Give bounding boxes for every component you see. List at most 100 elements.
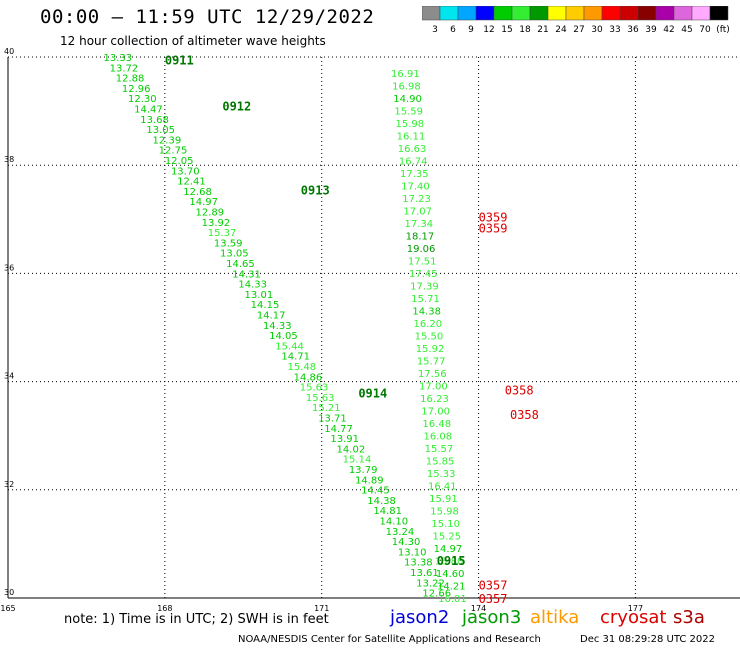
wave-height-value: 13.79 [349, 465, 378, 476]
color-scale-label: 18 [519, 25, 531, 35]
color-scale-label: 24 [555, 25, 567, 35]
wave-height-value: 15.44 [275, 341, 304, 352]
wave-height-value: 13.33 [103, 53, 132, 64]
y-tick-label: 30 [4, 588, 14, 597]
wave-height-value: 13.05 [146, 125, 175, 136]
wave-height-value: 16.01 [438, 594, 467, 605]
y-tick-label: 32 [4, 480, 14, 489]
wave-height-value: 17.51 [408, 257, 437, 268]
wave-height-value: 14.97 [189, 197, 218, 208]
wave-height-value: 15.59 [394, 107, 423, 118]
wave-height-value: 12.75 [159, 146, 188, 157]
color-scale-label: 12 [483, 25, 494, 35]
color-scale-label: 33 [609, 25, 620, 35]
satellite-jason2-label: jason2 [390, 607, 450, 628]
wave-height-value: 12.88 [116, 74, 145, 85]
wave-height-value: 15.14 [343, 455, 372, 466]
satellite-cryosat-label: cryosat [600, 607, 667, 628]
wave-height-value: 18.17 [406, 232, 435, 243]
wave-height-value: 16.41 [428, 482, 457, 493]
wave-height-value: 15.85 [426, 457, 455, 468]
wave-height-value: 13.10 [398, 547, 427, 558]
wave-height-value: 15.57 [425, 444, 454, 455]
x-tick-label: 177 [628, 604, 643, 612]
wave-height-value: 14.71 [281, 352, 310, 363]
wave-height-value: 15.77 [417, 357, 446, 368]
wave-height-value: 15.71 [411, 294, 440, 305]
wave-height-value: 17.00 [419, 382, 448, 393]
wave-height-value: 12.68 [183, 187, 212, 198]
wave-height-value: 14.90 [393, 94, 422, 105]
wave-height-value: 12.05 [165, 156, 194, 167]
wave-height-value: 17.35 [400, 169, 429, 180]
wave-height-value: 13.38 [404, 558, 433, 569]
wave-height-map: 165 168 171 174 17730323436384013.3313.7212.… [0, 47, 740, 612]
page-title: 00:00 – 11:59 UTC 12/29/2022 [40, 6, 375, 28]
wave-height-value: 15.63 [306, 393, 335, 404]
wave-height-value: 12.89 [195, 207, 224, 218]
color-scale-legend: 3 6 9 12 15 18 21 24 27 30 33 36 39 42 45 70 (ft) [422, 6, 730, 35]
wave-height-value: 15.80 [435, 557, 464, 568]
wave-height-value: 13.05 [220, 249, 249, 260]
wave-height-value: 13.01 [245, 290, 274, 301]
wave-height-value: 15.33 [427, 469, 456, 480]
x-tick-label: 171 [314, 604, 329, 612]
footer-credit: NOAA/NESDIS Center for Satellite Applica… [238, 634, 541, 645]
chart-subtitle: 12 hour collection of altimeter wave hei… [60, 34, 326, 48]
wave-height-value: 12.66 [422, 589, 451, 600]
wave-height-value: 16.23 [420, 394, 449, 405]
wave-height-value: 14.97 [434, 544, 463, 555]
wave-height-value: 14.30 [392, 537, 421, 548]
wave-height-value: 14.38 [412, 307, 441, 318]
footer-timestamp: Dec 31 08:29:28 UTC 2022 [580, 634, 715, 645]
wave-height-value: 14.45 [361, 486, 390, 497]
wave-height-value: 15.91 [429, 494, 458, 505]
wave-height-value: 15.25 [433, 532, 462, 543]
color-scale-label: 70 [699, 25, 711, 35]
satellite-altika-label: altika [530, 607, 580, 628]
satellite-jason3-label: jason3 [462, 607, 522, 628]
wave-height-value: 14.60 [436, 569, 465, 580]
wave-height-value: 15.37 [208, 228, 237, 239]
wave-height-value: 13.24 [386, 527, 415, 538]
wave-height-value: 15.21 [312, 403, 341, 414]
wave-height-value: 14.89 [355, 475, 384, 486]
y-tick-label: 36 [4, 263, 14, 272]
cryosat-time-label: 0358 [510, 408, 539, 422]
wave-height-value: 13.92 [202, 218, 231, 229]
cryosat-time-label: 0357 [479, 592, 508, 606]
wave-height-value: 13.61 [410, 568, 439, 579]
wave-height-value: 17.34 [404, 219, 433, 230]
wave-height-value: 14.77 [324, 424, 353, 435]
color-scale-label: 9 [468, 25, 474, 35]
wave-height-value: 17.00 [421, 407, 450, 418]
wave-height-value: 19.06 [407, 244, 436, 255]
wave-height-value: 14.33 [263, 321, 292, 332]
wave-height-value: 13.70 [171, 166, 200, 177]
wave-height-value: 16.63 [398, 144, 427, 155]
wave-height-value: 15.10 [431, 519, 460, 530]
x-tick-label: 174 [471, 604, 486, 612]
color-scale-label: 6 [450, 25, 456, 35]
satellite-s3a-label: s3a [673, 607, 705, 628]
color-scale-label: 30 [591, 25, 603, 35]
wave-height-value: 16.98 [392, 82, 421, 93]
wave-height-value: 14.17 [257, 310, 286, 321]
wave-height-value: 15.63 [300, 383, 329, 394]
color-scale-label: 39 [645, 25, 657, 35]
wave-height-value: 16.48 [422, 419, 451, 430]
cryosat-time-label: 0359 [479, 211, 508, 225]
wave-height-value: 12.39 [153, 135, 182, 146]
wave-height-value: 13.91 [330, 434, 359, 445]
color-scale-label: 45 [681, 25, 692, 35]
color-scale-label: 27 [573, 25, 584, 35]
wave-height-value: 16.11 [397, 132, 426, 143]
wave-height-value: 17.23 [402, 194, 431, 205]
wave-height-value: 12.41 [177, 177, 206, 188]
cryosat-time-label: 0358 [505, 384, 534, 398]
y-tick-label: 40 [4, 47, 14, 56]
wave-height-value: 17.40 [401, 182, 430, 193]
cryosat-time-label: 0357 [479, 578, 508, 592]
pass-time-label: 0913 [301, 184, 330, 198]
wave-height-value: 16.08 [424, 432, 453, 443]
